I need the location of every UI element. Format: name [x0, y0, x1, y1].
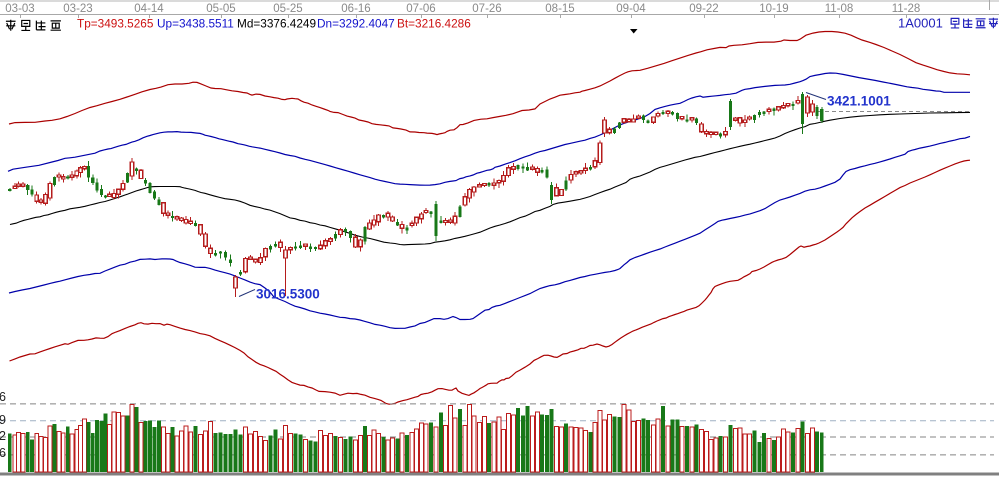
svg-text:Up=3438.5511: Up=3438.5511: [157, 17, 234, 31]
svg-text:08-15: 08-15: [545, 3, 574, 15]
svg-text:06-16: 06-16: [341, 3, 370, 15]
svg-text:Tp=3493.5265: Tp=3493.5265: [77, 17, 154, 31]
svg-text:6: 6: [0, 390, 6, 404]
svg-text:11-08: 11-08: [825, 3, 854, 15]
svg-text:2: 2: [0, 429, 6, 443]
svg-text:09-22: 09-22: [689, 3, 718, 15]
svg-text:05-05: 05-05: [206, 3, 235, 15]
svg-text:07-06: 07-06: [406, 3, 435, 15]
svg-text:Bt=3216.4286: Bt=3216.4286: [397, 17, 471, 31]
svg-text:09-04: 09-04: [616, 3, 646, 15]
svg-text:Md=3376.4249: Md=3376.4249: [237, 17, 316, 31]
svg-text:3016.5300: 3016.5300: [256, 287, 320, 302]
svg-text:05-25: 05-25: [273, 3, 302, 15]
svg-text:6: 6: [0, 446, 6, 460]
svg-text:03-23: 03-23: [63, 3, 92, 15]
svg-text:10-19: 10-19: [759, 3, 788, 15]
svg-text:1A0001: 1A0001: [898, 16, 943, 31]
svg-text:11-28: 11-28: [892, 3, 921, 15]
svg-text:3421.1001: 3421.1001: [827, 94, 891, 109]
svg-text:04-14: 04-14: [134, 3, 164, 15]
svg-text:9: 9: [0, 413, 6, 427]
svg-text:03-03: 03-03: [5, 3, 34, 15]
svg-text:Dn=3292.4047: Dn=3292.4047: [317, 17, 395, 31]
svg-text:07-26: 07-26: [472, 3, 501, 15]
